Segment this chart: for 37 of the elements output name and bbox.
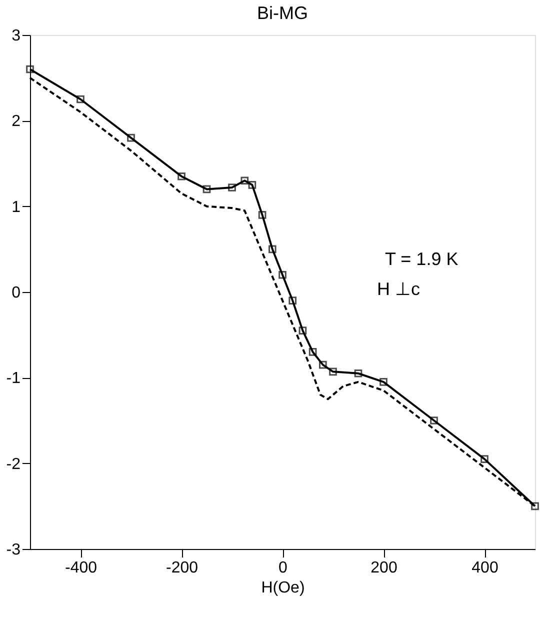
- point: [228, 184, 236, 192]
- x-tick-label: 0: [278, 560, 288, 576]
- x-tick-label: 400: [472, 560, 498, 576]
- point: [76, 95, 84, 104]
- point: [329, 368, 337, 376]
- y-tick-label: 2: [12, 113, 21, 130]
- point: [240, 176, 249, 185]
- point: [480, 455, 488, 463]
- x-axis-title: H(Oe): [261, 580, 305, 596]
- point: [288, 296, 297, 304]
- point: [531, 502, 539, 510]
- y-tick-label: -3: [6, 542, 21, 558]
- annotation: H ⊥c: [377, 279, 420, 299]
- y-tick-label: -2: [6, 456, 21, 473]
- point: [354, 369, 362, 378]
- point: [26, 65, 34, 74]
- point: [298, 326, 307, 334]
- y-tick-label: -1: [6, 370, 21, 388]
- y-tick-label: 1: [12, 198, 21, 216]
- point: [268, 245, 276, 254]
- point: [248, 181, 256, 189]
- point: [202, 185, 211, 194]
- point: [127, 134, 135, 142]
- x-tick-label: 200: [370, 560, 398, 576]
- point: [178, 172, 186, 180]
- y-tick-label: 3: [12, 28, 21, 44]
- point: [430, 416, 438, 424]
- x-tick-label: -400: [64, 560, 98, 576]
- point: [278, 270, 286, 279]
- point: [380, 378, 388, 386]
- point: [318, 360, 327, 369]
- annotation: T = 1.9 K: [385, 249, 458, 269]
- point: [308, 348, 317, 356]
- x-tick-label: -200: [166, 560, 198, 576]
- chart-title: Bi-MG: [257, 3, 308, 23]
- point: [258, 210, 266, 219]
- y-tick-label: 0: [12, 284, 21, 302]
